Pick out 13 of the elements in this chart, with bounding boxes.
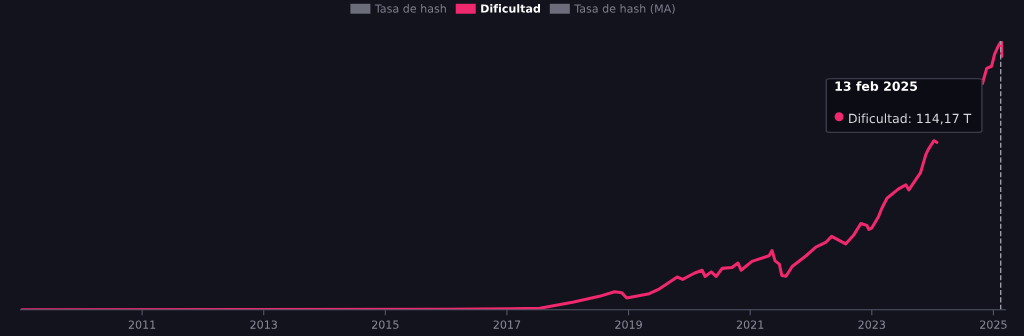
annotation: Dificultad: 114,17 T: [849, 113, 972, 125]
x-tick-label: 2019: [615, 320, 642, 329]
x-tick-label: 2015: [372, 320, 399, 329]
legend-label: Tasa de hash (MA): [574, 4, 675, 15]
legend-label: Tasa de hash: [374, 4, 446, 13]
x-tick-label: 2025: [980, 320, 1007, 329]
annotation: 13 feb 2025: [835, 81, 918, 91]
legend-label: Dificultad: [481, 4, 540, 13]
x-tick-label: 2017: [493, 320, 521, 329]
x-tick-label: 2011: [128, 320, 156, 329]
x-tick-label: 2013: [250, 320, 277, 329]
x-tick-label: 2023: [858, 320, 886, 329]
x-tick-label: 2021: [736, 320, 764, 329]
